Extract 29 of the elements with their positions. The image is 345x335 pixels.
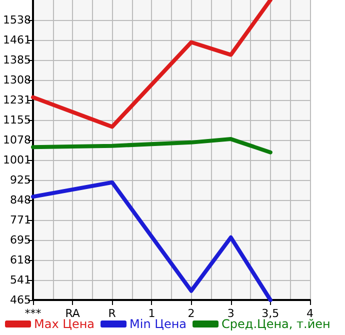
x-tick-label: 2	[188, 307, 195, 320]
y-tick-label: 1155	[2, 114, 31, 126]
y-tick-label: 848	[10, 194, 31, 207]
y-tick-label: 771	[10, 214, 31, 227]
x-tick-label: 1	[148, 307, 156, 320]
legend-label: Min Цена	[130, 317, 187, 331]
x-tick-label: 3,5	[262, 307, 280, 320]
x-tick-label: 3	[227, 307, 234, 320]
y-tick-label: 1308	[2, 74, 31, 87]
y-tick-label: 1231	[2, 94, 31, 107]
line-series	[30, 0, 272, 129]
x-tick-label: 4	[306, 307, 314, 320]
line-series	[30, 137, 272, 154]
x-tick-label: RA	[65, 307, 80, 320]
x-tick-label: R	[108, 307, 116, 320]
y-tick-label: 1001	[2, 154, 31, 167]
y-tick-label: 925	[10, 174, 31, 186]
legend-label: Max Цена	[34, 317, 95, 331]
legend-label: Сред.Цена, т.йен	[222, 317, 330, 331]
line-series	[30, 180, 272, 302]
y-tick-label: 541	[10, 274, 31, 287]
y-tick-label: 1461	[2, 34, 31, 47]
y-tick-label: 618	[10, 254, 31, 267]
y-tick-label: 1385	[2, 54, 31, 66]
y-tick-label: 1538	[2, 14, 31, 27]
x-tick-label: ***	[24, 307, 42, 320]
y-tick-label: 695	[10, 234, 31, 246]
y-tick-label: 465	[10, 294, 31, 306]
y-tick-label: 1078	[2, 134, 31, 147]
